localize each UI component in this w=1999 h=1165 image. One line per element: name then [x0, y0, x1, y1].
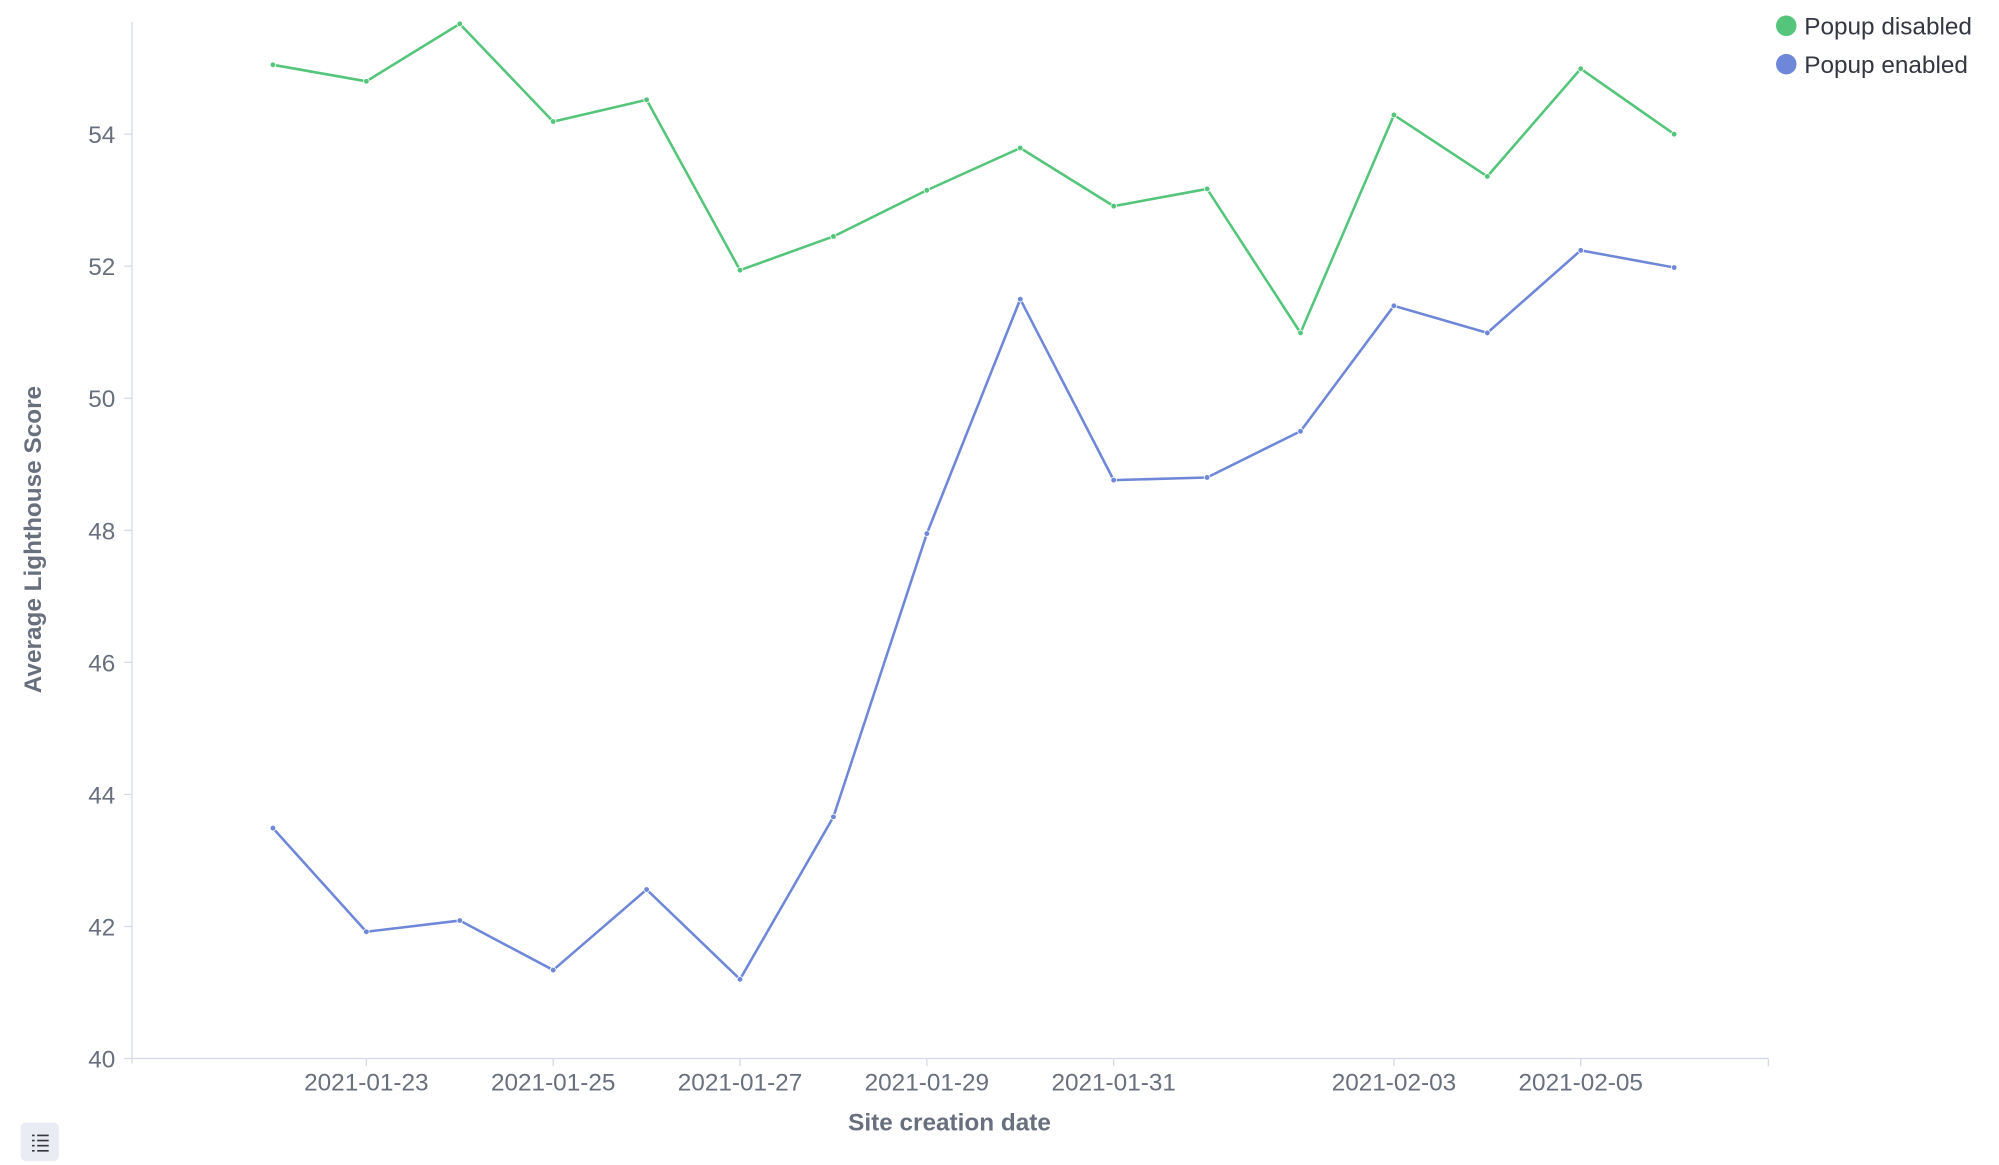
data-point-popup-disabled[interactable]	[736, 266, 744, 274]
data-point-popup-enabled[interactable]	[1484, 329, 1491, 337]
legend-label-popup-enabled: Popup enabled	[1804, 52, 1968, 79]
legend-marker-popup-disabled	[1776, 15, 1797, 36]
legend-item-popup-disabled[interactable]: Popup disabled	[1776, 14, 1972, 41]
y-tick-label: 50	[88, 386, 115, 413]
data-point-popup-disabled[interactable]	[1670, 130, 1678, 138]
data-point-popup-enabled[interactable]	[1670, 264, 1678, 271]
data-point-popup-disabled[interactable]	[1390, 111, 1398, 119]
data-point-popup-enabled[interactable]	[1390, 302, 1398, 310]
series-line-popup-enabled	[271, 249, 1675, 981]
data-point-popup-disabled[interactable]	[923, 187, 931, 194]
legend-item-popup-enabled[interactable]: Popup enabled	[1776, 52, 1968, 79]
data-point-popup-enabled[interactable]	[1203, 474, 1211, 481]
data-point-popup-enabled[interactable]	[1297, 428, 1304, 435]
series-layer	[269, 20, 1678, 983]
axes	[131, 21, 1769, 1064]
x-tick-label: 2021-01-29	[865, 1070, 989, 1097]
series-popup-enabled	[269, 247, 1678, 983]
data-point-popup-enabled[interactable]	[923, 530, 931, 537]
data-point-popup-enabled[interactable]	[1017, 296, 1024, 303]
data-point-popup-enabled[interactable]	[549, 966, 557, 974]
data-point-popup-disabled[interactable]	[1017, 144, 1024, 152]
series-line-popup-disabled	[272, 22, 1675, 335]
x-ticks: 2021-01-23 2021-01-25 2021-01-27 2021-01-29…	[304, 1058, 1769, 1097]
data-point-popup-enabled[interactable]	[1577, 247, 1584, 254]
data-point-popup-disabled[interactable]	[643, 96, 650, 104]
legend-label-popup-disabled: Popup disabled	[1804, 14, 1972, 41]
data-point-popup-disabled[interactable]	[1577, 65, 1584, 72]
y-tick-label: 40	[88, 1047, 115, 1074]
x-tick-label: 2021-01-27	[678, 1070, 802, 1097]
data-point-popup-enabled[interactable]	[456, 917, 463, 924]
data-point-popup-disabled[interactable]	[1110, 202, 1117, 210]
data-point-popup-enabled[interactable]	[736, 976, 744, 983]
data-point-popup-enabled[interactable]	[363, 928, 370, 935]
data-point-popup-disabled[interactable]	[363, 78, 370, 85]
list-icon	[32, 1134, 49, 1152]
data-point-popup-disabled[interactable]	[269, 61, 277, 69]
data-point-popup-enabled[interactable]	[269, 824, 277, 832]
data-point-popup-enabled[interactable]	[643, 886, 650, 893]
data-point-popup-disabled[interactable]	[1484, 173, 1491, 180]
legend-marker-popup-enabled	[1776, 53, 1797, 75]
y-tick-label: 46	[88, 650, 115, 677]
x-tick-label: 2021-02-05	[1519, 1070, 1643, 1097]
data-point-popup-disabled[interactable]	[1297, 329, 1304, 337]
data-point-popup-disabled[interactable]	[549, 118, 557, 125]
x-tick-label: 2021-01-31	[1051, 1070, 1175, 1097]
y-tick-label: 54	[88, 122, 115, 149]
y-ticks: 40 42 44 46 48 50 52 54	[88, 122, 132, 1074]
data-point-popup-enabled[interactable]	[1110, 476, 1117, 484]
legend: Popup disabled Popup enabled	[1776, 14, 1972, 79]
data-point-popup-enabled[interactable]	[830, 813, 837, 821]
y-tick-label: 48	[88, 518, 115, 545]
legend-toggle-button[interactable]	[20, 1122, 59, 1162]
y-tick-label: 52	[88, 254, 115, 281]
data-point-popup-disabled[interactable]	[456, 20, 463, 28]
y-axis-title: Average Lighthouse Score	[20, 386, 47, 693]
x-tick-label: 2021-01-23	[304, 1070, 428, 1097]
series-popup-disabled	[269, 20, 1678, 337]
x-tick-label: 2021-01-25	[491, 1070, 615, 1097]
y-tick-label: 44	[88, 782, 115, 809]
x-axis-title: Site creation date	[848, 1109, 1051, 1136]
x-tick-label: 2021-02-03	[1332, 1070, 1456, 1097]
data-point-popup-disabled[interactable]	[830, 233, 837, 240]
y-tick-label: 42	[88, 914, 115, 941]
data-point-popup-disabled[interactable]	[1203, 185, 1211, 193]
